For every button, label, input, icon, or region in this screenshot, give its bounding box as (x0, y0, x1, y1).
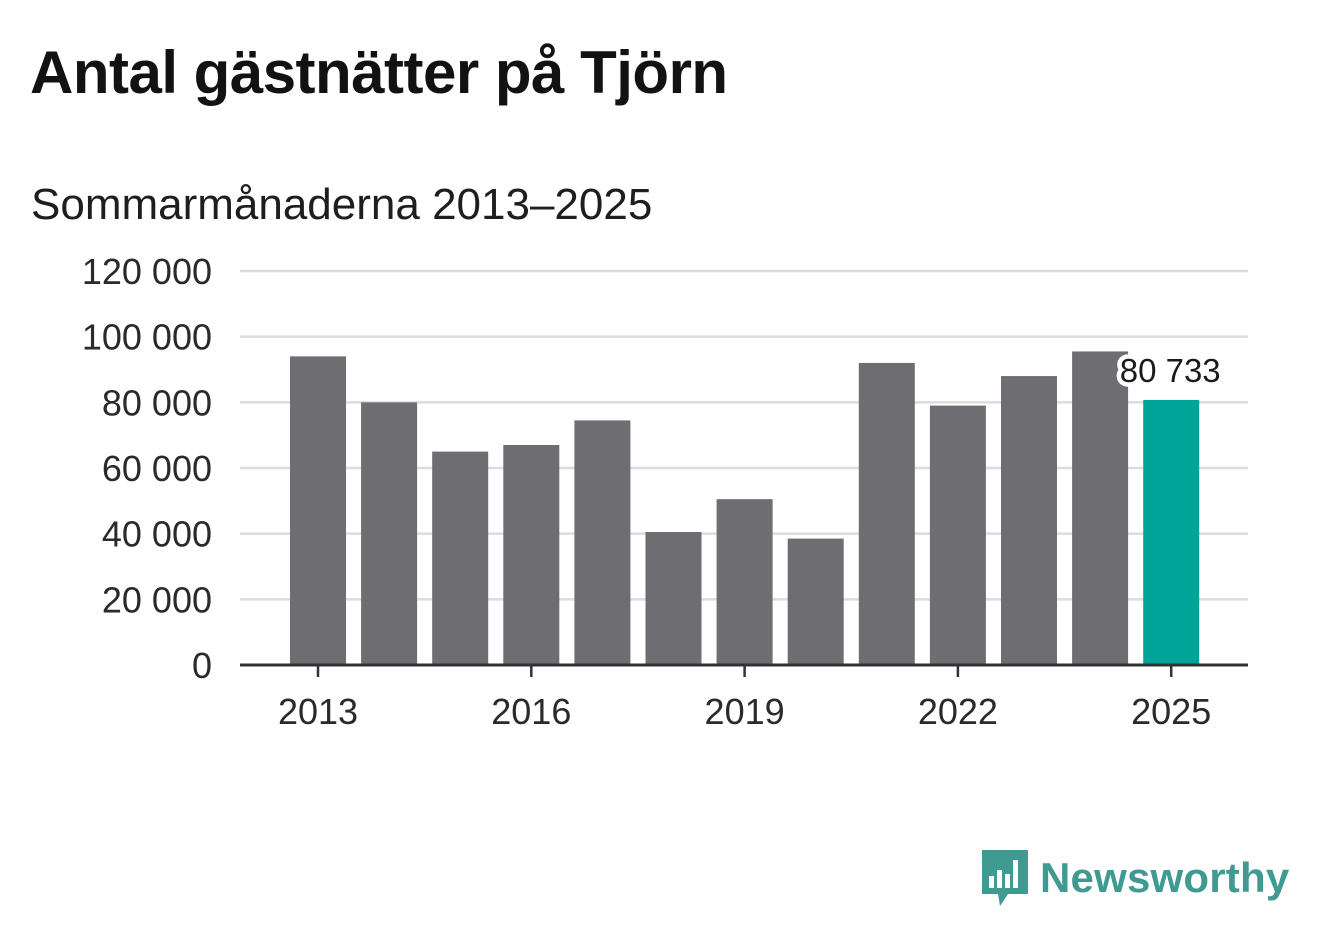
brand-name: Newsworthy (1040, 854, 1290, 901)
data-labels: 80 733 (1115, 347, 1225, 393)
x-tick-label: 2022 (918, 691, 998, 732)
bar-2014 (361, 402, 418, 665)
bar-2021 (858, 362, 915, 665)
x-tick-label: 2019 (705, 691, 785, 732)
bar-2020 (787, 538, 844, 665)
bar-2015 (432, 451, 489, 665)
x-tick-label: 2016 (491, 691, 571, 732)
bar-2019 (716, 499, 773, 665)
y-tick-label: 0 (192, 645, 212, 686)
y-tick-label: 100 000 (82, 317, 212, 358)
y-tick-label: 20 000 (102, 579, 212, 620)
bars (290, 351, 1200, 665)
y-tick-label: 120 000 (82, 251, 212, 292)
y-axis-ticks: 0 20 000 40 000 60 000 80 000 100 000 120 000 (82, 251, 212, 686)
brand: Newsworthy (980, 848, 1289, 908)
x-tick-label: 2025 (1131, 691, 1211, 732)
bar-2025 (1143, 399, 1200, 665)
y-tick-label: 60 000 (102, 448, 212, 489)
bar-2024 (1072, 351, 1129, 665)
x-tick-label: 2013 (278, 691, 358, 732)
bar-2022 (929, 405, 986, 665)
newsworthy-logo-icon (982, 850, 1028, 906)
bar-2013 (290, 356, 346, 665)
bar-2018 (645, 532, 702, 665)
y-tick-label: 40 000 (102, 514, 212, 555)
bar-2016 (503, 445, 560, 665)
highlight-value-label: 80 733 (1120, 352, 1221, 389)
chart-subtitle: Sommarmånaderna 2013–2025 (31, 180, 653, 229)
x-axis-ticks: 2013 2016 2019 2022 2025 (278, 665, 1211, 732)
y-tick-label: 80 000 (102, 382, 212, 423)
chart-title: Antal gästnätter på Tjörn (30, 39, 728, 106)
bar-2017 (574, 420, 631, 665)
bar-2023 (1001, 376, 1057, 665)
